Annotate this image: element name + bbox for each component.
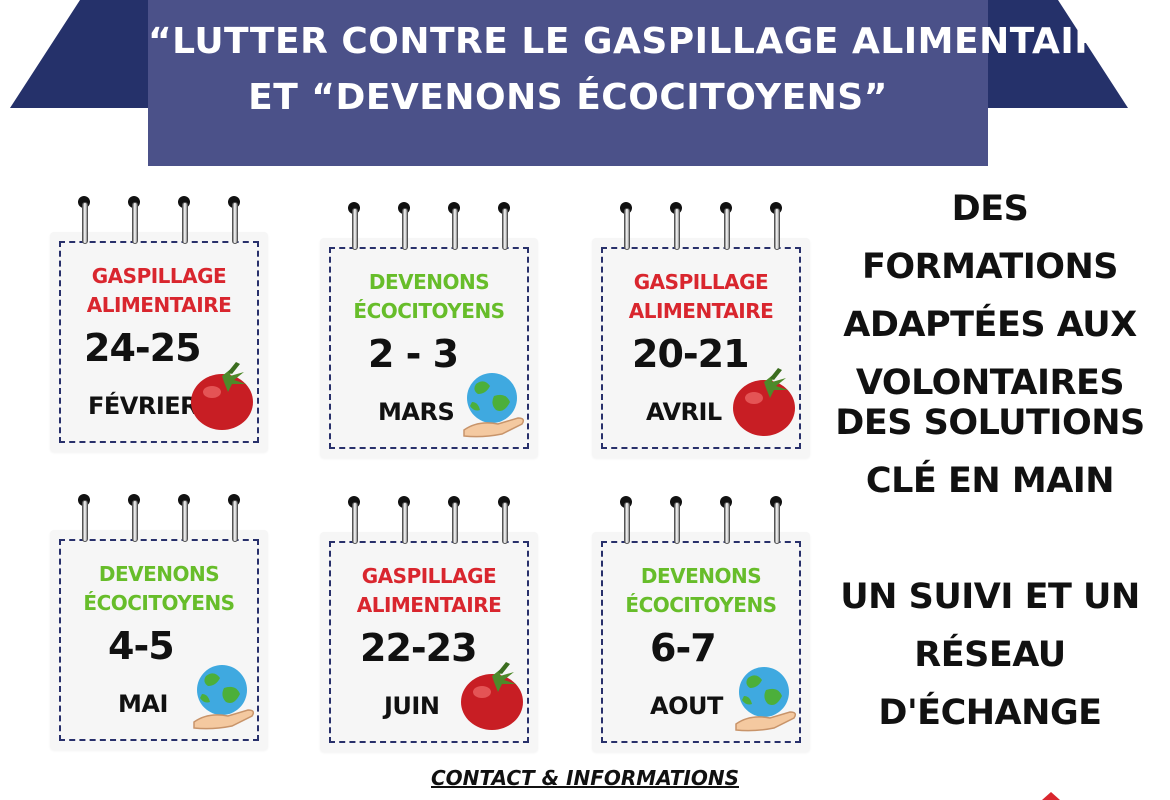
binder-ring xyxy=(670,202,682,252)
binder-ring xyxy=(128,196,140,246)
card-date: 20-21 xyxy=(632,332,750,376)
calendar-card-aout: DEVENONS ÉCOCITOYENS 6-7 AOUT xyxy=(592,496,810,752)
ribbon-tail-left xyxy=(10,0,150,108)
card-month: AOUT xyxy=(650,692,723,720)
binder-ring xyxy=(398,202,410,252)
binder-ring xyxy=(720,202,732,252)
card-topic: GASPILLAGE ALIMENTAIRE xyxy=(356,564,502,617)
tomato-icon xyxy=(461,662,523,730)
tomato-icon xyxy=(191,362,253,430)
corner-decoration xyxy=(1042,792,1060,800)
card-month: FÉVRIER xyxy=(88,392,199,420)
binder-ring xyxy=(128,494,140,544)
earth-hand-icon xyxy=(463,373,525,438)
contact-link[interactable]: CONTACT & INFORMATIONS xyxy=(431,766,739,790)
earth-hand-icon xyxy=(193,665,255,730)
benefit-follow-up: UN SUIVI ET UN RÉSEAU D'ÉCHANGE xyxy=(840,577,1140,733)
calendar-card-mars: DEVENONS ÉCOCITOYENS 2 - 3 MARS xyxy=(320,202,538,458)
calendar-card-juin: GASPILLAGE ALIMENTAIRE 22-23 JUIN xyxy=(320,496,538,752)
binder-ring xyxy=(228,196,240,246)
binder-ring xyxy=(498,496,510,546)
card-date: 6-7 xyxy=(650,626,717,670)
binder-ring xyxy=(78,196,90,246)
binder-ring xyxy=(620,202,632,252)
binder-ring xyxy=(620,496,632,546)
card-border xyxy=(59,241,259,443)
card-month: JUIN xyxy=(384,692,440,720)
binder-ring xyxy=(498,202,510,252)
benefit-trainings: DES FORMATIONS ADAPTÉES AUX VOLONTAIRES xyxy=(843,189,1137,403)
card-border xyxy=(59,539,259,741)
binder-ring xyxy=(448,202,460,252)
binder-ring xyxy=(670,496,682,546)
binder-ring xyxy=(398,496,410,546)
title-banner: “LUTTER CONTRE LE GASPILLAGE ALIMENTAIRE… xyxy=(148,0,1152,166)
banner-line-2: ET “DEVENONS ÉCOCITOYENS” xyxy=(248,77,888,118)
binder-ring xyxy=(770,496,782,546)
card-date: 2 - 3 xyxy=(368,332,459,376)
card-date: 22-23 xyxy=(360,626,478,670)
binder-ring xyxy=(770,202,782,252)
tomato-icon xyxy=(733,368,795,436)
binder-ring xyxy=(178,196,190,246)
calendar-card-fevrier: GASPILLAGE ALIMENTAIRE 24-25 FÉVRIER xyxy=(50,196,268,452)
binder-ring xyxy=(720,496,732,546)
binder-ring xyxy=(348,202,360,252)
card-border xyxy=(329,541,529,743)
calendar-card-avril: GASPILLAGE ALIMENTAIRE 20-21 AVRIL xyxy=(592,202,810,458)
card-month: AVRIL xyxy=(646,398,722,426)
binder-ring xyxy=(178,494,190,544)
card-month: MARS xyxy=(378,398,455,426)
banner-line-1: “LUTTER CONTRE LE GASPILLAGE ALIMENTAIRE… xyxy=(148,21,1152,62)
card-topic: GASPILLAGE ALIMENTAIRE xyxy=(86,264,232,317)
card-border xyxy=(329,247,529,449)
card-border xyxy=(601,247,801,449)
card-border xyxy=(601,541,801,743)
benefit-solutions: DES SOLUTIONS CLÉ EN MAIN xyxy=(835,403,1145,501)
card-date: 24-25 xyxy=(84,326,202,370)
earth-hand-icon xyxy=(735,667,797,732)
binder-ring xyxy=(448,496,460,546)
card-month: MAI xyxy=(118,690,168,718)
card-topic: DEVENONS ÉCOCITOYENS xyxy=(83,562,235,615)
binder-ring xyxy=(228,494,240,544)
binder-ring xyxy=(348,496,360,546)
card-date: 4-5 xyxy=(108,624,175,668)
binder-ring xyxy=(78,494,90,544)
calendar-card-mai: DEVENONS ÉCOCITOYENS 4-5 MAI xyxy=(50,494,268,750)
card-topic: DEVENONS ÉCOCITOYENS xyxy=(353,270,505,323)
card-topic: DEVENONS ÉCOCITOYENS xyxy=(625,564,777,617)
card-topic: GASPILLAGE ALIMENTAIRE xyxy=(628,270,774,323)
